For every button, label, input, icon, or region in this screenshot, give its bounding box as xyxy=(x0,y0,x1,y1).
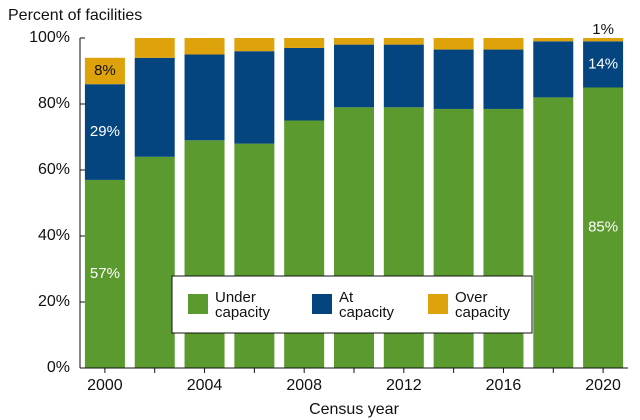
bar-segment xyxy=(184,38,225,55)
legend-label: Under capacity xyxy=(215,289,271,321)
data-label: 14% xyxy=(588,55,618,72)
bar-segment xyxy=(383,38,424,45)
bar-segment xyxy=(583,87,624,368)
legend-box xyxy=(171,275,533,334)
bar-segment xyxy=(433,49,474,109)
bar-segment xyxy=(234,38,275,52)
bar-segment xyxy=(483,38,524,50)
x-tick-label: 2020 xyxy=(585,377,621,394)
data-label: 85% xyxy=(588,219,618,236)
data-label: 57% xyxy=(90,265,120,282)
y-tick-label: 40% xyxy=(38,227,70,244)
legend-swatch xyxy=(312,294,332,314)
x-tick-label: 2012 xyxy=(386,377,422,394)
bar-segment xyxy=(134,156,175,368)
y-tick-label: 100% xyxy=(29,29,70,46)
bar-segment xyxy=(483,49,524,109)
bar-segment xyxy=(84,84,125,180)
bar-segment xyxy=(533,38,574,42)
bar-segment xyxy=(134,57,175,157)
y-tick-label: 60% xyxy=(38,161,70,178)
bar-segment xyxy=(134,38,175,58)
y-tick-label: 0% xyxy=(47,359,70,376)
legend-label: At capacity xyxy=(339,289,395,321)
bar-segment xyxy=(84,57,125,85)
data-label: 1% xyxy=(592,21,614,38)
bar-segment xyxy=(334,44,374,108)
data-label: 29% xyxy=(90,123,120,140)
bar-segment xyxy=(583,41,624,88)
x-axis-title: Census year xyxy=(309,401,399,418)
x-tick-label: 2004 xyxy=(187,377,223,394)
y-tick-label: 20% xyxy=(38,293,70,310)
data-label: 8% xyxy=(94,62,116,79)
bar-segment xyxy=(84,179,125,368)
bar-segment xyxy=(583,38,624,42)
legend: Under capacity At capacity Over capacity xyxy=(171,275,533,334)
bar-segment xyxy=(184,140,225,368)
x-tick-label: 2016 xyxy=(486,377,522,394)
x-tick-label: 2008 xyxy=(286,377,322,394)
legend-swatch xyxy=(188,294,208,314)
bar-segment xyxy=(284,38,325,48)
bar-segment xyxy=(533,97,574,369)
bar-segment xyxy=(383,44,424,108)
y-axis-title: Percent of facilities xyxy=(8,7,142,24)
bar-segment xyxy=(533,41,574,98)
legend-label: Over capacity xyxy=(455,289,511,321)
bar-segment xyxy=(234,51,275,144)
bar-segment xyxy=(234,143,275,368)
legend-swatch xyxy=(428,294,448,314)
bar-segment xyxy=(334,38,374,45)
bar-segment xyxy=(284,47,325,121)
bar-segment xyxy=(184,54,225,141)
x-tick-label: 2000 xyxy=(87,377,123,394)
y-tick-label: 80% xyxy=(38,95,70,112)
bar-segment xyxy=(433,38,474,50)
